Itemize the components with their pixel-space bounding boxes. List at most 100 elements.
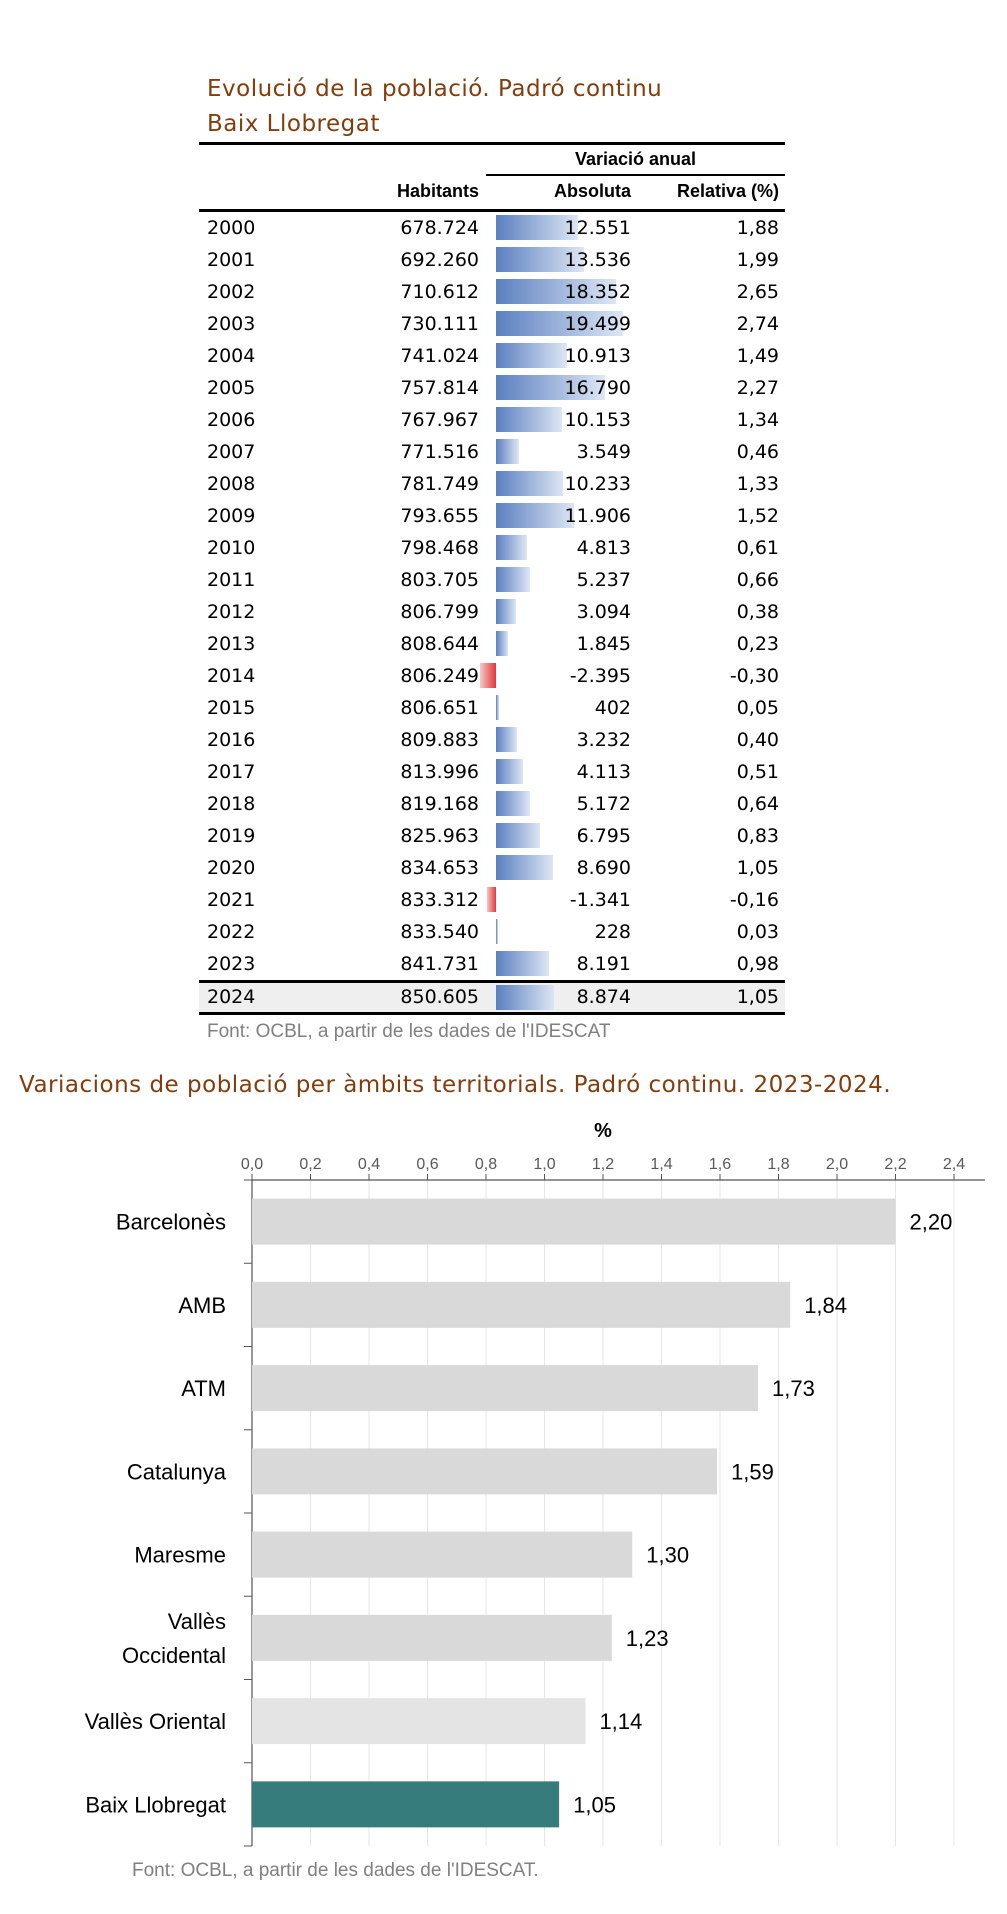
year-cell: 2008 — [207, 473, 256, 495]
absoluta-cell: 8.874 — [576, 986, 631, 1008]
absoluta-data-bar — [496, 599, 517, 624]
year-cell: 2015 — [207, 697, 256, 719]
relativa-cell: 0,66 — [736, 569, 779, 591]
absoluta-data-bar — [496, 503, 574, 528]
absoluta-data-bar — [496, 951, 550, 976]
relativa-cell: 0,83 — [736, 825, 779, 847]
absoluta-cell: 16.790 — [564, 377, 631, 399]
year-cell: 2012 — [207, 601, 256, 623]
table-header-group-row: Variació anual — [199, 142, 785, 177]
absoluta-cell: 10.913 — [564, 345, 631, 367]
relativa-cell: 0,03 — [736, 921, 779, 943]
absoluta-data-bar — [496, 439, 520, 464]
habitants-cell: 809.883 — [400, 729, 479, 751]
relativa-cell: 1,52 — [736, 505, 779, 527]
absoluta-cell: 5.172 — [576, 793, 631, 815]
table-row: 2005 757.814 16.790 2,27 — [199, 372, 785, 404]
table-row: 2008 781.749 10.233 1,33 — [199, 468, 785, 500]
table-row: 2009 793.655 11.906 1,52 — [199, 500, 785, 532]
habitants-cell: 850.605 — [400, 986, 479, 1008]
habitants-cell: 834.653 — [400, 857, 479, 879]
x-tick-label: 1,6 — [709, 1156, 731, 1173]
x-tick-label: 0,2 — [299, 1156, 321, 1173]
table-row: 2006 767.967 10.153 1,34 — [199, 404, 785, 436]
year-cell: 2010 — [207, 537, 256, 559]
habitants-cell: 806.249 — [400, 665, 479, 687]
habitants-cell: 710.612 — [400, 281, 479, 303]
x-tick-label: 0,8 — [475, 1156, 497, 1173]
table-row: 2007 771.516 3.549 0,46 — [199, 436, 785, 468]
relativa-cell: 0,38 — [736, 601, 779, 623]
table-row: 2015 806.651 402 0,05 — [199, 692, 785, 724]
table-title-line1: Evolució de la població. Padró continu — [207, 76, 663, 102]
bar-value-label: 1,14 — [599, 1709, 642, 1734]
relativa-cell: 2,74 — [736, 313, 779, 335]
absoluta-cell: 1.845 — [576, 633, 631, 655]
category-label: ATM — [181, 1376, 226, 1401]
relativa-cell: 1,49 — [736, 345, 779, 367]
habitants-cell: 793.655 — [400, 505, 479, 527]
year-cell: 2006 — [207, 409, 256, 431]
x-tick-label: 1,0 — [533, 1156, 555, 1173]
x-tick-label: 1,4 — [650, 1156, 672, 1173]
year-cell: 2017 — [207, 761, 256, 783]
table-row: 2024 850.605 8.874 1,05 — [199, 980, 785, 1015]
absoluta-header: Absoluta — [553, 181, 631, 201]
absoluta-data-bar — [496, 985, 554, 1010]
habitants-cell: 798.468 — [400, 537, 479, 559]
category-label: AMB — [178, 1293, 226, 1318]
bar-value-label: 2,20 — [910, 1210, 953, 1235]
x-tick-label: 2,4 — [943, 1156, 965, 1173]
year-cell: 2024 — [207, 986, 256, 1008]
year-cell: 2000 — [207, 217, 256, 239]
chart-source: Font: OCBL, a partir de les dades de l'I… — [132, 1860, 539, 1881]
bar-value-label: 1,59 — [731, 1459, 774, 1484]
table-row: 2021 833.312 -1.341 -0,16 — [199, 884, 785, 916]
x-tick-label: 0,4 — [358, 1156, 380, 1173]
year-cell: 2002 — [207, 281, 256, 303]
absoluta-data-bar — [487, 887, 496, 912]
table-source: Font: OCBL, a partir de les dades de l'I… — [207, 1021, 611, 1042]
bar — [252, 1281, 791, 1328]
absoluta-cell: 8.690 — [576, 857, 631, 879]
category-label: Maresme — [134, 1543, 226, 1568]
table-title: Evolució de la població. Padró continu B… — [199, 72, 785, 142]
category-label: Vallès — [168, 1609, 226, 1634]
table-row: 2017 813.996 4.113 0,51 — [199, 756, 785, 788]
absoluta-cell: 11.906 — [564, 505, 631, 527]
relativa-cell: 0,46 — [736, 441, 779, 463]
absoluta-cell: 13.536 — [564, 249, 631, 271]
bar-value-label: 1,23 — [626, 1626, 669, 1651]
relativa-cell: 0,64 — [736, 793, 779, 815]
absoluta-cell: 6.795 — [576, 825, 631, 847]
relativa-cell: 0,98 — [736, 953, 779, 975]
variacio-anual-header: Variació anual — [486, 145, 785, 176]
table-row: 2004 741.024 10.913 1,49 — [199, 340, 785, 372]
absoluta-cell: 10.153 — [564, 409, 631, 431]
relativa-cell: 2,27 — [736, 377, 779, 399]
absoluta-cell: -2.395 — [569, 665, 631, 687]
absoluta-data-bar — [496, 759, 523, 784]
bar — [252, 1698, 586, 1745]
absoluta-data-bar — [496, 919, 498, 944]
table-row: 2014 806.249 -2.395 -0,30 — [199, 660, 785, 692]
year-cell: 2016 — [207, 729, 256, 751]
absoluta-cell: 3.094 — [576, 601, 631, 623]
absoluta-data-bar — [496, 471, 563, 496]
year-cell: 2021 — [207, 889, 256, 911]
absoluta-cell: 18.352 — [564, 281, 631, 303]
habitants-cell: 767.967 — [400, 409, 479, 431]
bar-value-label: 1,30 — [646, 1543, 689, 1568]
habitants-cell: 781.749 — [400, 473, 479, 495]
year-cell: 2014 — [207, 665, 256, 687]
table-row: 2002 710.612 18.352 2,65 — [199, 276, 785, 308]
habitants-cell: 808.644 — [400, 633, 479, 655]
habitants-cell: 741.024 — [400, 345, 479, 367]
table-row: 2018 819.168 5.172 0,64 — [199, 788, 785, 820]
bar — [252, 1614, 612, 1661]
bar-value-label: 1,84 — [804, 1293, 847, 1318]
relativa-cell: 0,40 — [736, 729, 779, 751]
relativa-cell: 0,05 — [736, 697, 779, 719]
bar-value-label: 1,05 — [573, 1792, 616, 1817]
habitants-cell: 771.516 — [400, 441, 479, 463]
